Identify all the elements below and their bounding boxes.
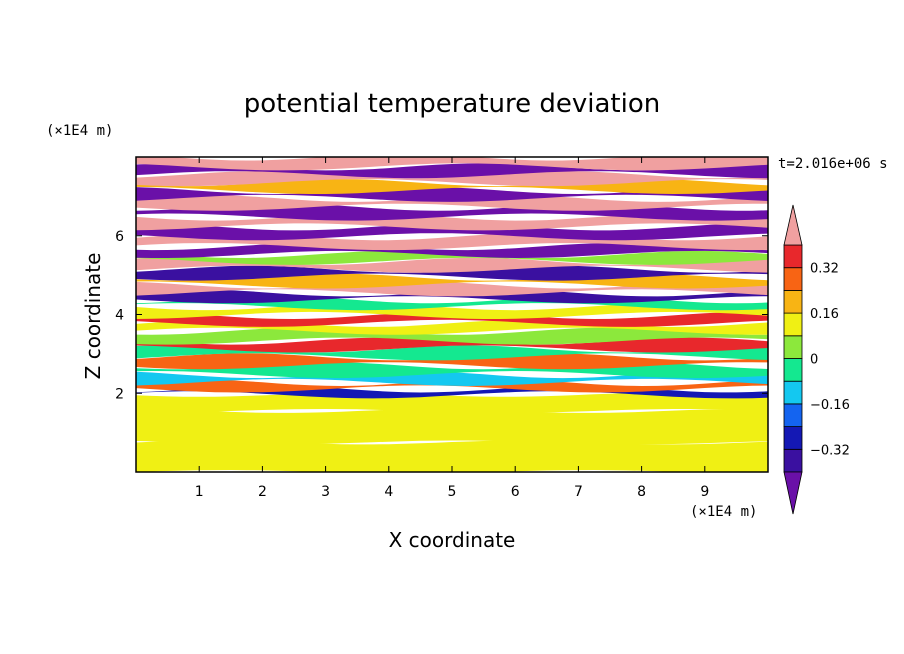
plot-area xyxy=(135,156,769,473)
colorbar-label: 0.16 xyxy=(810,307,839,322)
y-axis: 2 4 6 xyxy=(115,229,768,402)
colorbar-swatch xyxy=(783,267,803,291)
field-band xyxy=(136,194,768,211)
colorbar-label: −0.16 xyxy=(810,398,850,413)
x-tick-label: 3 xyxy=(321,484,330,500)
field-band xyxy=(136,171,768,187)
x-tick-label: 9 xyxy=(700,484,709,500)
y-unit-label: (×1E4 m) xyxy=(46,123,113,139)
field-band xyxy=(136,327,768,345)
colorbar-label: 0 xyxy=(810,353,818,368)
colorbar-label: −0.32 xyxy=(810,443,850,458)
colorbar-swatch xyxy=(783,380,803,405)
x-tick-label: 1 xyxy=(195,484,204,500)
x-tick-label: 5 xyxy=(448,484,457,500)
field-band xyxy=(136,157,768,171)
x-tick-label: 4 xyxy=(384,484,393,500)
field-band xyxy=(136,337,768,353)
chart-title: potential temperature deviation xyxy=(244,89,660,119)
field-band xyxy=(136,257,768,273)
field-band xyxy=(136,440,768,472)
field-band xyxy=(136,186,768,202)
field-band xyxy=(136,243,768,258)
y-tick-label: 6 xyxy=(115,229,124,245)
field-band xyxy=(136,250,768,265)
x-axis-label: X coordinate xyxy=(389,528,516,552)
colorbar-swatch xyxy=(783,426,803,450)
field-band xyxy=(136,265,768,281)
colorbar-extend-bottom xyxy=(783,471,803,515)
colorbar-swatch xyxy=(783,358,803,382)
field-band xyxy=(136,281,768,297)
field-band xyxy=(136,371,768,386)
y-tick-label: 2 xyxy=(115,386,124,402)
colorbar-swatch xyxy=(783,289,803,314)
colorbar-swatch xyxy=(783,403,803,427)
x-axis: 1 2 3 4 5 6 7 8 9 xyxy=(195,157,709,500)
colorbar-label: 0.32 xyxy=(810,262,839,277)
colorbar-swatch xyxy=(783,312,803,337)
field-band xyxy=(136,409,768,445)
time-label: t=2.016e+06 s xyxy=(778,156,888,172)
field-band xyxy=(136,163,768,179)
field-band xyxy=(136,392,768,413)
colorbar-swatch xyxy=(783,335,803,359)
colorbar-extend-top xyxy=(783,204,803,246)
field-band xyxy=(136,353,768,370)
field-band xyxy=(136,345,768,361)
colorbar-swatch xyxy=(783,244,803,269)
x-unit-label: (×1E4 m) xyxy=(690,504,757,520)
field-band xyxy=(136,223,768,241)
colorbar: 0.32 0.16 0 −0.16 −0.32 xyxy=(783,204,850,515)
x-tick-label: 7 xyxy=(574,484,583,500)
field-layer xyxy=(136,157,768,472)
x-tick-label: 6 xyxy=(511,484,520,500)
y-axis-label: Z coordinate xyxy=(81,253,105,380)
field-band xyxy=(136,311,768,327)
x-tick-label: 2 xyxy=(258,484,267,500)
x-tick-label: 8 xyxy=(637,484,646,500)
colorbar-swatch xyxy=(783,448,803,473)
y-tick-label: 4 xyxy=(115,308,124,324)
